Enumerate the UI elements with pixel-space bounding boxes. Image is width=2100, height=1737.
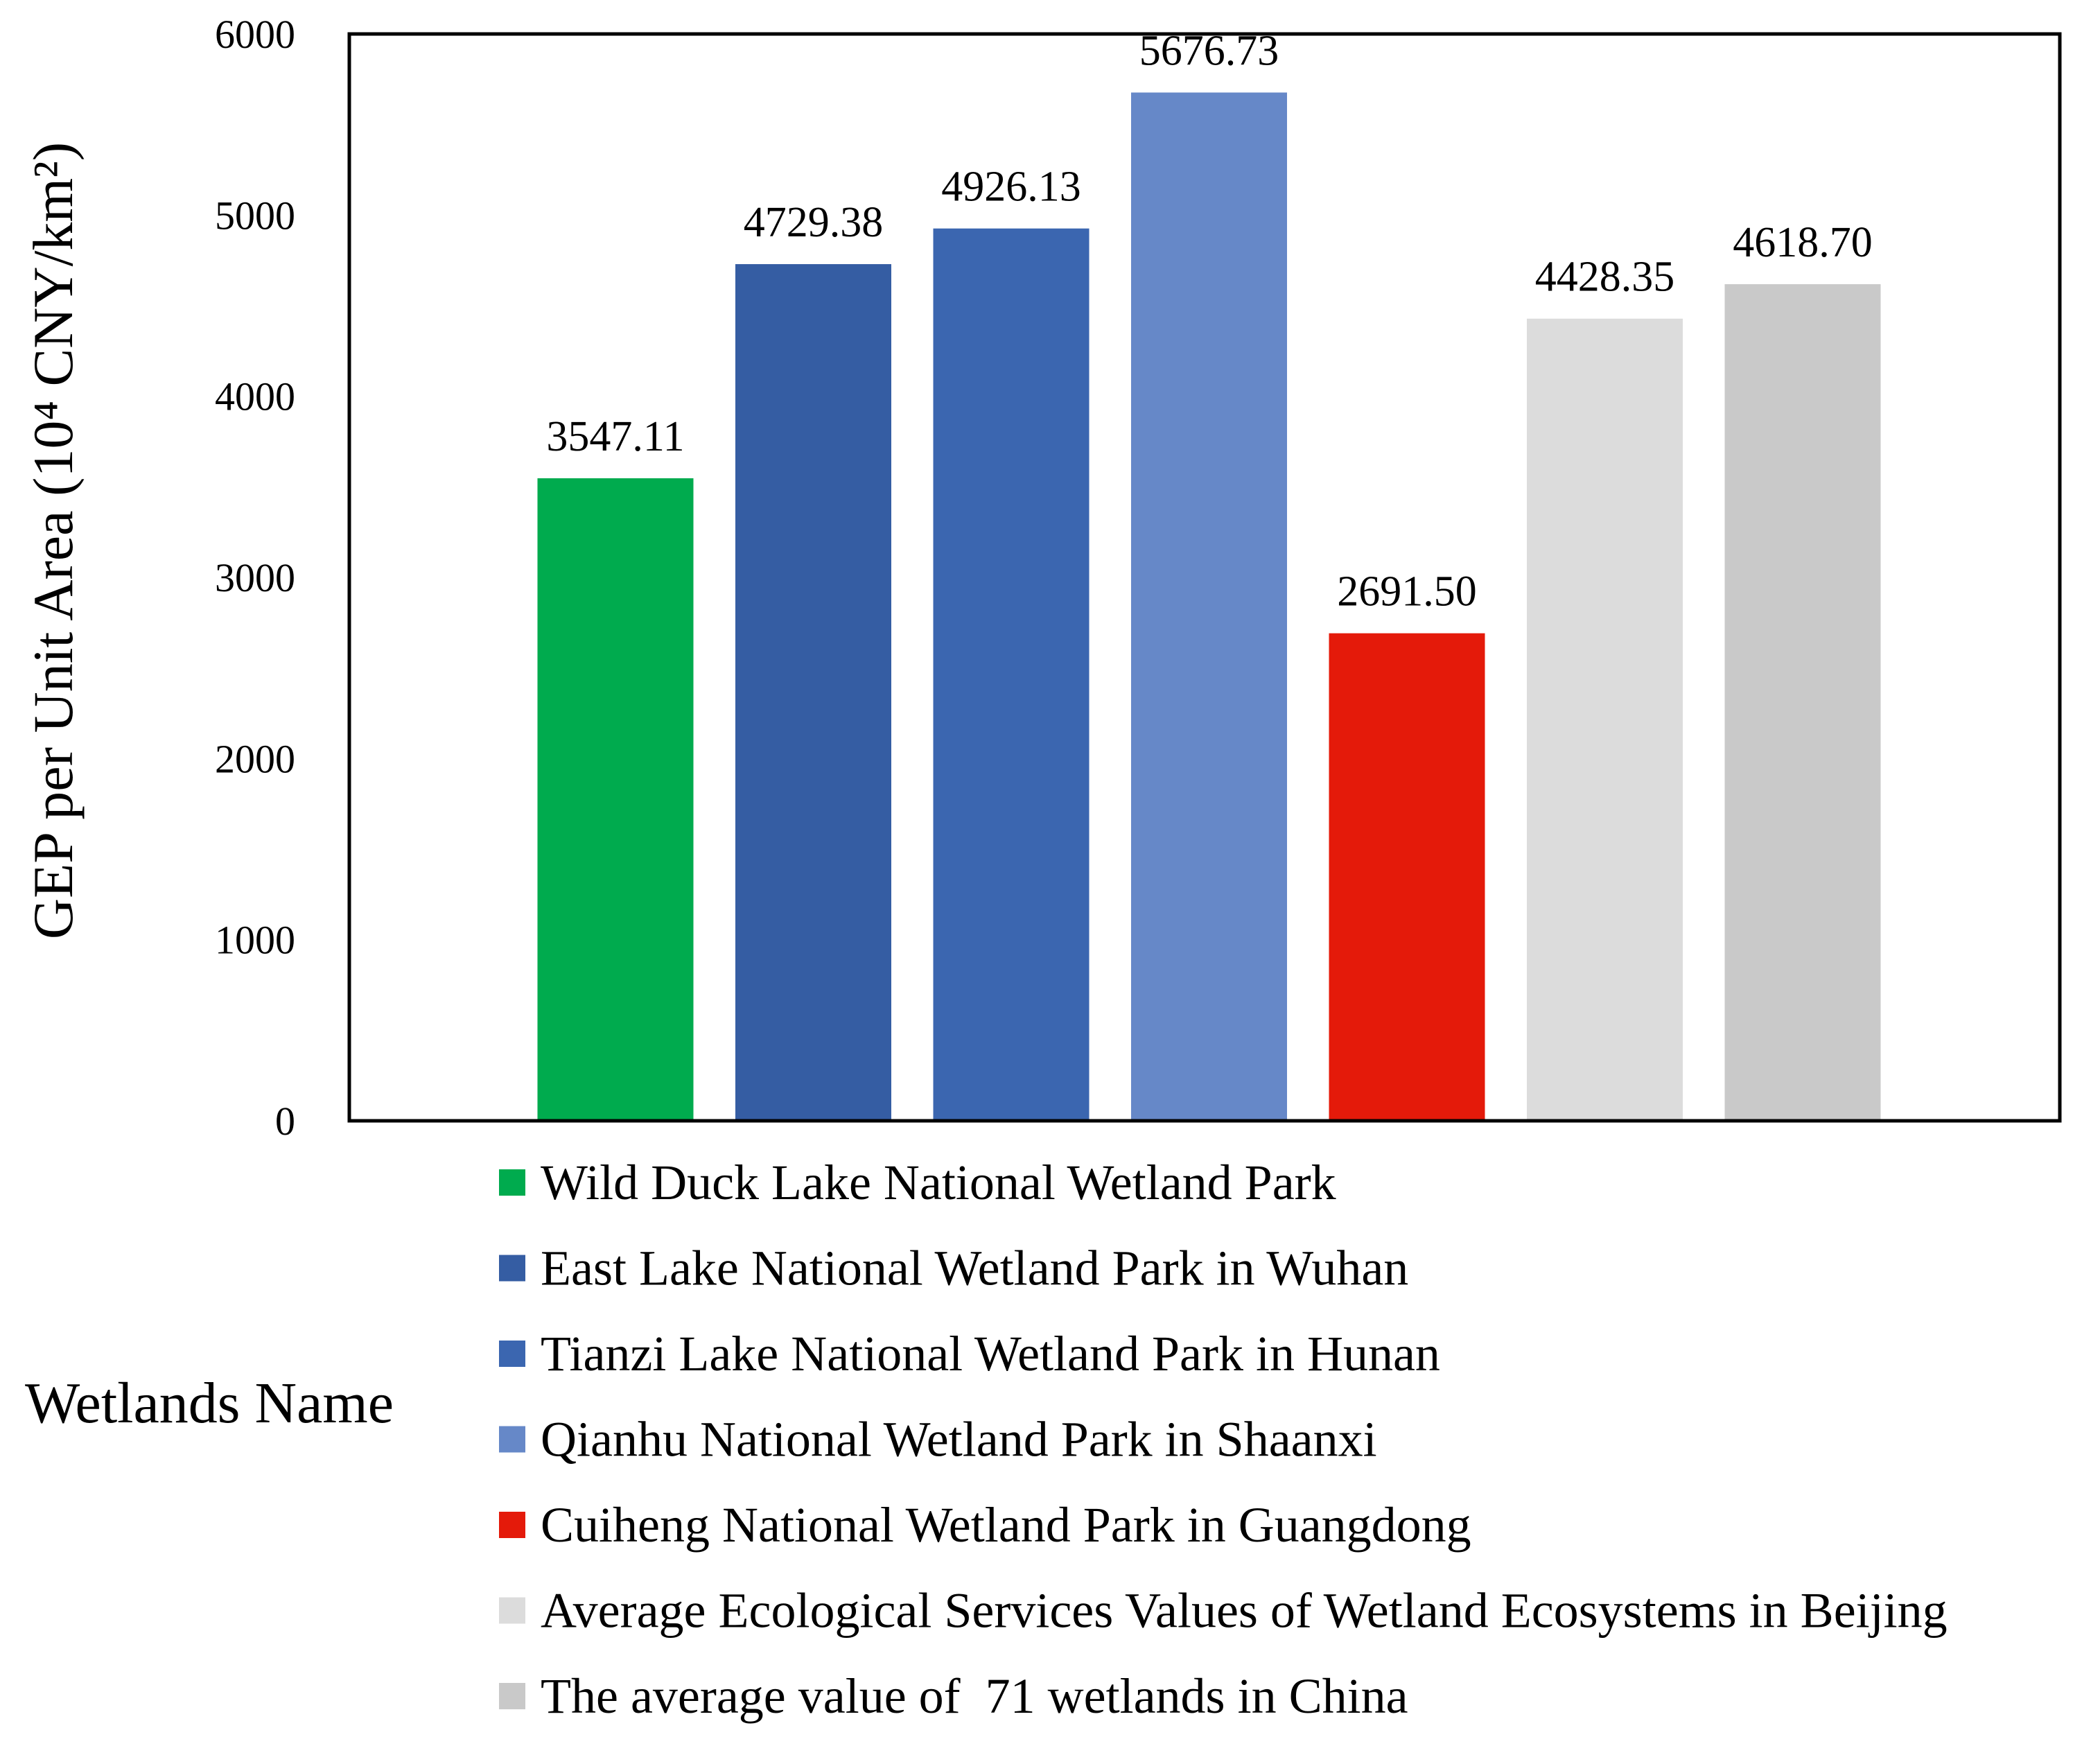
bar — [537, 478, 694, 1121]
legend-swatch — [499, 1426, 525, 1453]
legend-item-label: East Lake National Wetland Park in Wuhan — [541, 1241, 1408, 1296]
legend-item-label: The average value of 71 wetlands in Chin… — [541, 1668, 1408, 1724]
data-label: 3547.11 — [546, 413, 684, 460]
bar — [933, 228, 1090, 1121]
bars-layer — [537, 92, 1881, 1121]
legend-swatch — [499, 1597, 525, 1624]
y-tick-label: 0 — [275, 1099, 295, 1144]
legend-item-label: Wild Duck Lake National Wetland Park — [541, 1155, 1336, 1210]
legend-swatch — [499, 1683, 525, 1709]
y-tick-label: 3000 — [215, 555, 295, 600]
legend-swatch — [499, 1512, 525, 1538]
x-axis-label: Wetlands Name — [25, 1371, 394, 1435]
bar — [1724, 283, 1881, 1121]
y-tick-label: 4000 — [215, 374, 295, 419]
y-axis-ticks: 0 1000 2000 3000 4000 5000 6000 — [215, 12, 295, 1144]
legend: Wild Duck Lake National Wetland Park East… — [499, 1155, 1948, 1724]
y-tick-label: 2000 — [215, 736, 295, 781]
data-label: 4926.13 — [941, 164, 1081, 211]
y-tick-label: 5000 — [215, 193, 295, 238]
legend-swatch — [499, 1255, 525, 1282]
y-axis-label: GEP per Unit Area (10⁴ CNY/km²) — [21, 142, 85, 939]
legend-item-label: Qianhu National Wetland Park in Shaanxi — [541, 1412, 1377, 1467]
y-tick-label: 1000 — [215, 918, 295, 963]
bar — [1527, 318, 1683, 1121]
data-label: 4428.35 — [1535, 254, 1675, 301]
bar — [735, 264, 891, 1121]
legend-swatch — [499, 1341, 525, 1367]
data-label: 4618.70 — [1733, 219, 1873, 266]
legend-item-label: Average Ecological Services Values of We… — [541, 1583, 1948, 1639]
legend-swatch — [499, 1169, 525, 1196]
bar — [1329, 633, 1485, 1121]
legend-item-label: Cuiheng National Wetland Park in Guangdo… — [541, 1497, 1471, 1553]
data-label: 2691.50 — [1337, 568, 1477, 616]
bar — [1131, 92, 1287, 1121]
legend-item-label: Tianzi Lake National Wetland Park in Hun… — [541, 1326, 1440, 1381]
y-tick-label: 6000 — [215, 12, 295, 57]
data-label: 4729.38 — [744, 199, 884, 246]
plot-frame — [347, 32, 2062, 1123]
